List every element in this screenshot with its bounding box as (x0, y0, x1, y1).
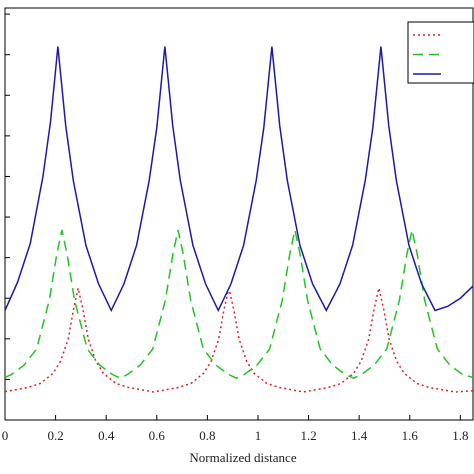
x-tick-label: 0.8 (199, 428, 215, 443)
line-series (4, 229, 474, 380)
plot-frame (4, 7, 474, 421)
x-tick-label: 1 (255, 428, 262, 443)
x-tick-label: 1.6 (402, 428, 419, 443)
line-series (4, 287, 474, 393)
x-tick-label: 1.2 (300, 428, 316, 443)
x-tick-label: 1.4 (351, 428, 368, 443)
x-tick-label: 0.4 (98, 428, 115, 443)
x-tick-label: 0.2 (47, 428, 63, 443)
x-axis-label: Normalized distance (189, 450, 296, 465)
x-tick-label: 1.8 (452, 428, 468, 443)
legend-box (407, 21, 474, 84)
x-tick-label: 0.6 (149, 428, 166, 443)
line-series (4, 46, 474, 313)
x-tick-label: 0 (2, 428, 9, 443)
